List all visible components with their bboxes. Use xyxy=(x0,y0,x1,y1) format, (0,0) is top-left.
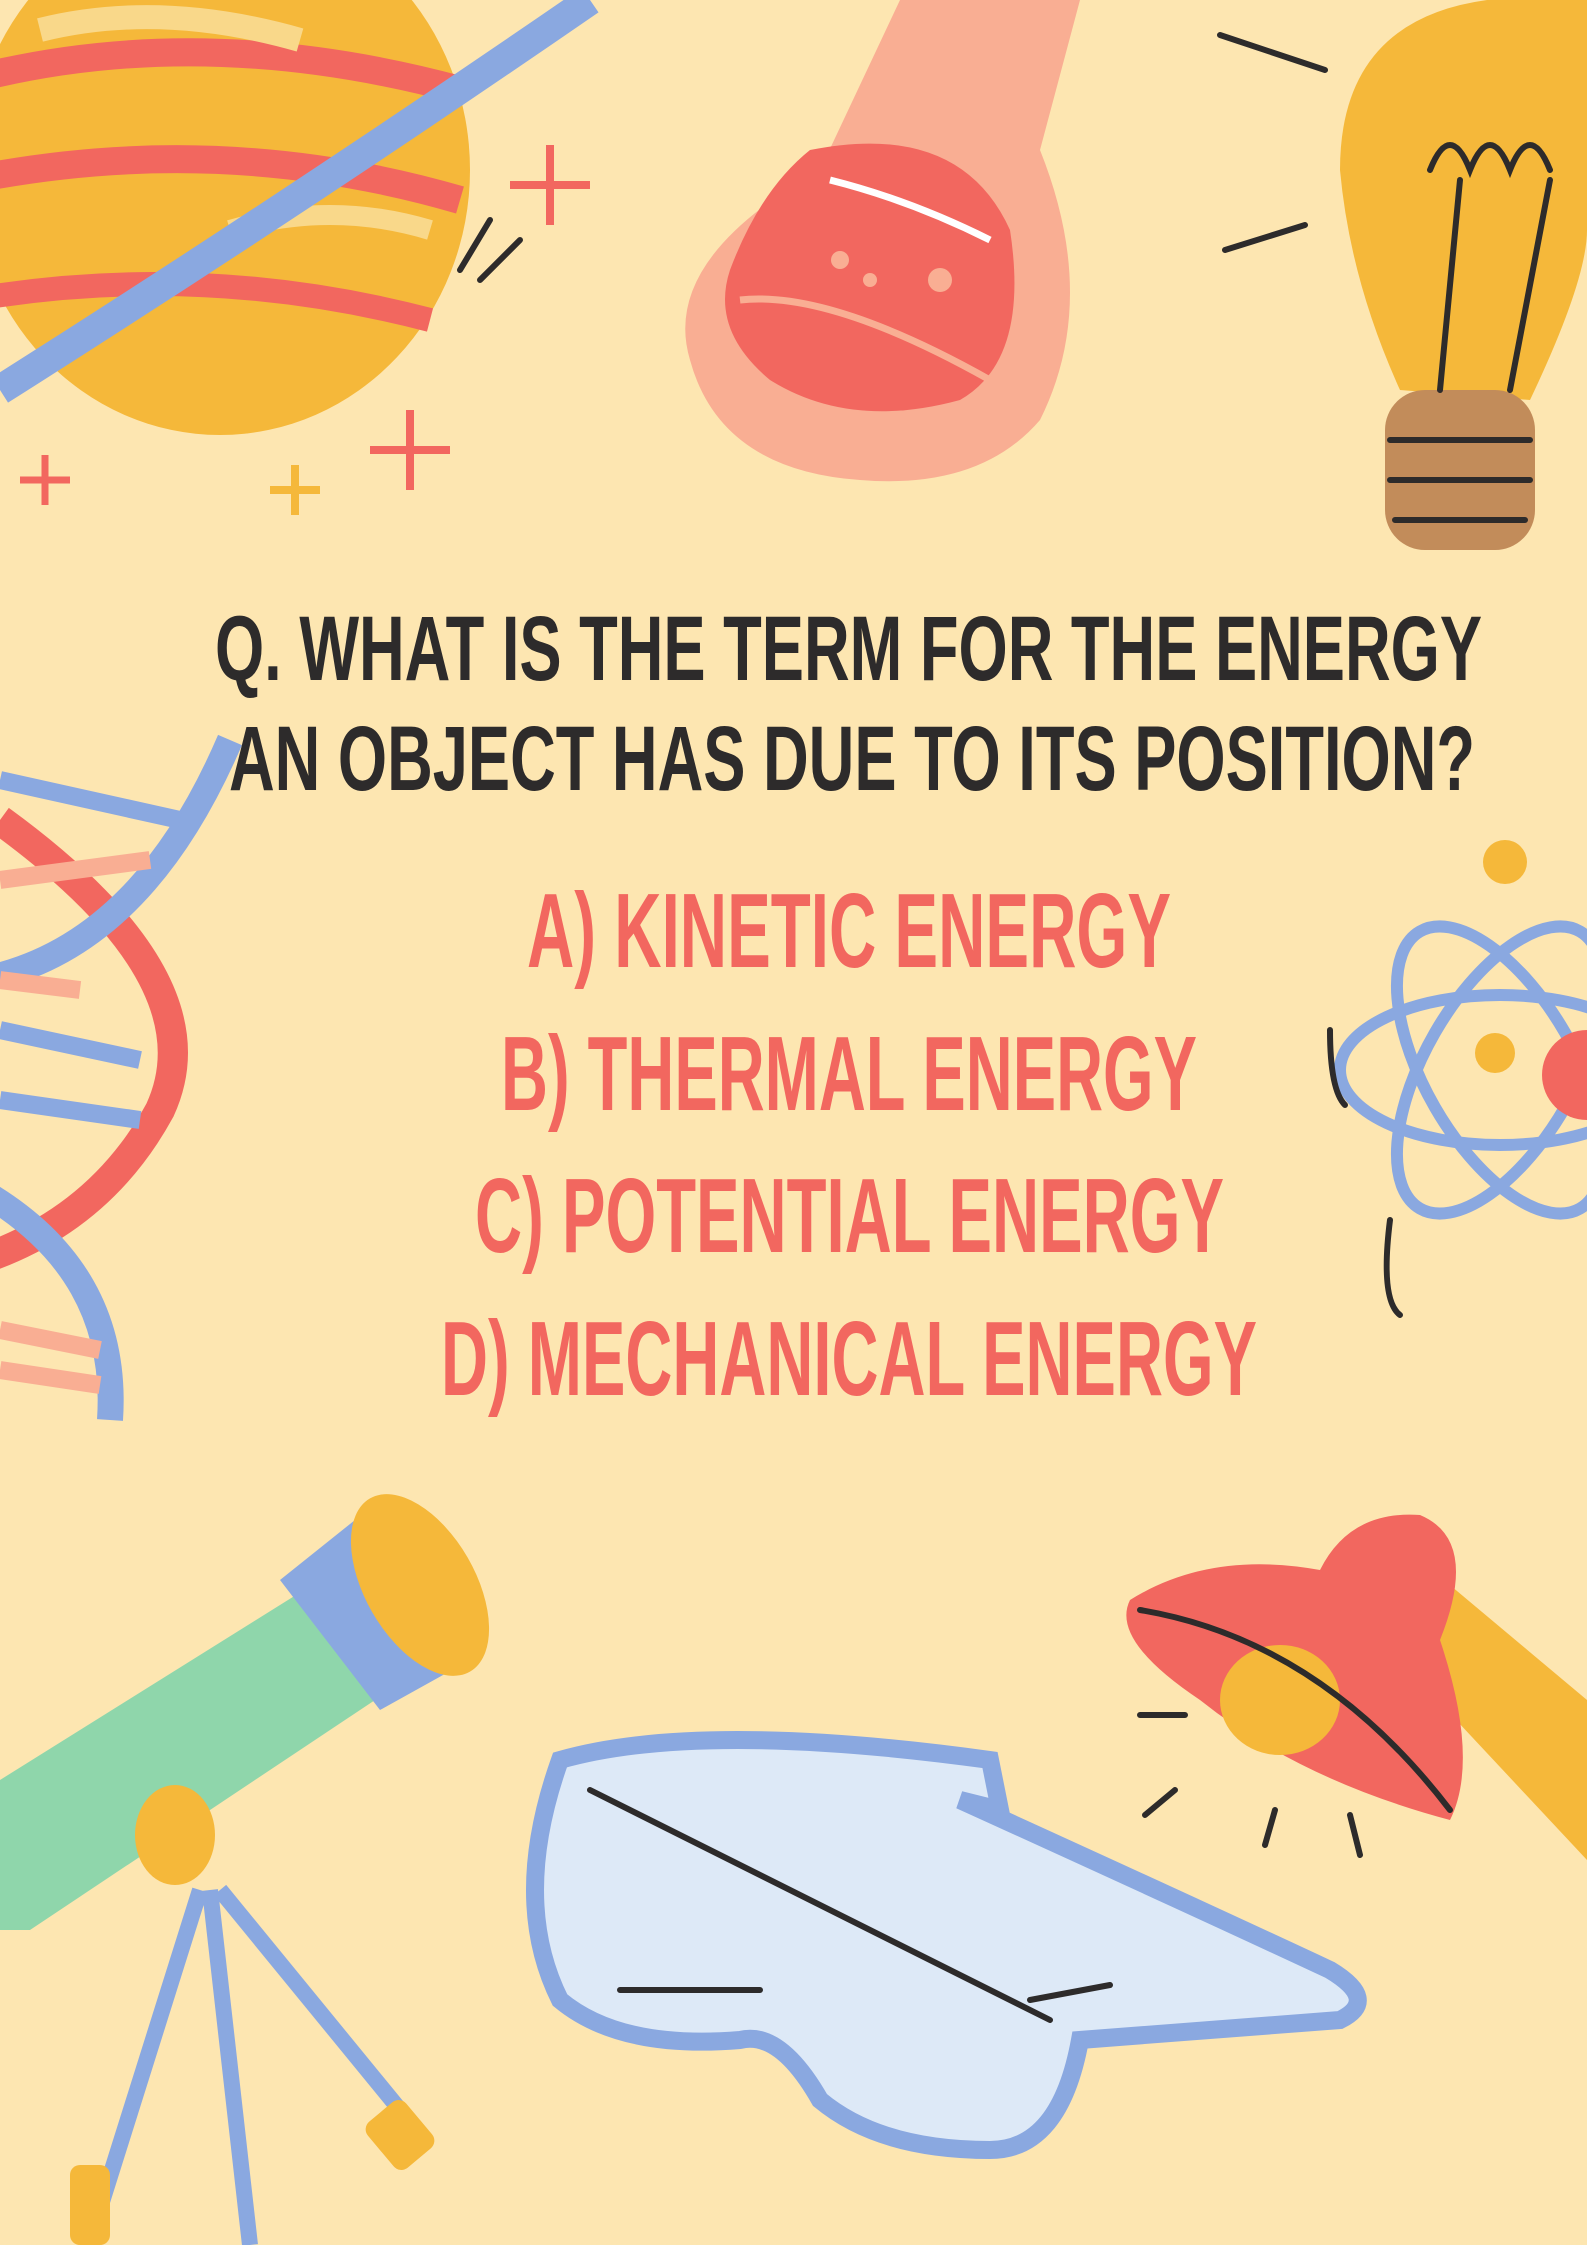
planet-illustration xyxy=(0,0,599,515)
dna-illustration xyxy=(0,734,242,1421)
answer-option: C) POTENTIAL ENERGY xyxy=(475,1157,1224,1275)
question-line: Q. WHAT IS THE TERM FOR THE ENERGY xyxy=(215,598,1482,700)
answer-option: A) KINETIC ENERGY xyxy=(527,872,1171,990)
question-line: AN OBJECT HAS DUE TO ITS POSITION? xyxy=(229,708,1475,810)
telescope-illustration xyxy=(0,1494,490,2245)
lamp-illustration xyxy=(1126,1514,1587,1860)
goggles-illustration xyxy=(526,1731,1367,2160)
answer-option: B) THERMAL ENERGY xyxy=(501,1015,1197,1133)
flask-illustration xyxy=(685,0,1080,482)
atom-illustration xyxy=(1327,840,1587,1318)
lightbulb-illustration xyxy=(1217,0,1587,550)
answer-option: D) MECHANICAL ENERGY xyxy=(441,1300,1257,1418)
